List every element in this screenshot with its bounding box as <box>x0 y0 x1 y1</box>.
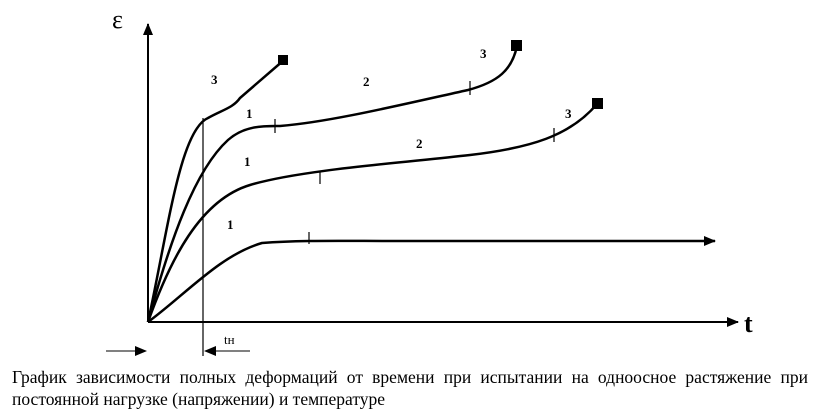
stage-label-1-bottom: 1 <box>227 217 234 232</box>
tn-label: tн <box>224 332 235 347</box>
figure-caption: График зависимости полных деформаций от … <box>12 367 808 409</box>
stage-label-1-third: 1 <box>244 154 251 169</box>
rupture-marker-2 <box>511 40 522 51</box>
curve-3 <box>146 103 598 323</box>
creep-curves-chart: ε t tн 3 1 2 3 1 2 3 1 <box>106 5 753 356</box>
rupture-marker-3 <box>592 98 603 109</box>
stage-label-3-third: 3 <box>565 106 572 121</box>
stage-label-2-mid: 2 <box>363 74 370 89</box>
stage-label-1-mid: 1 <box>246 106 253 121</box>
curve-4 <box>147 236 716 324</box>
curve-1 <box>146 59 285 323</box>
y-axis-label: ε <box>112 5 123 34</box>
rupture-marker-1 <box>278 55 288 65</box>
x-axis-label: t <box>744 309 753 338</box>
stage-label-3-right: 3 <box>480 46 487 61</box>
stage-label-1-top: 3 <box>211 72 218 87</box>
curve-2 <box>146 45 519 323</box>
stage-label-2-third: 2 <box>416 136 423 151</box>
